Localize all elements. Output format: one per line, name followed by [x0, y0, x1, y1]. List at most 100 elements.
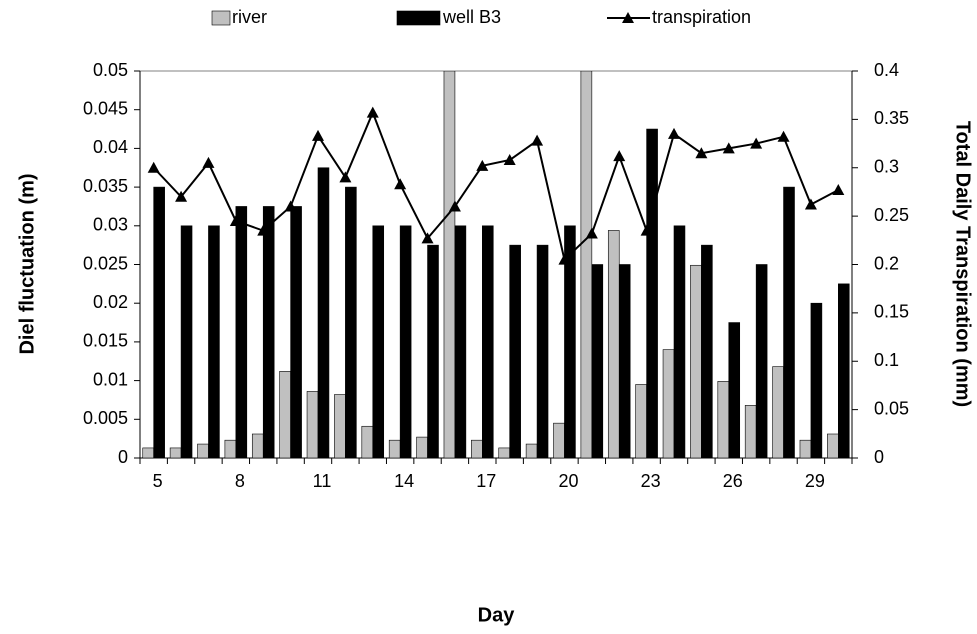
y-tick-label: 0.045: [83, 98, 128, 118]
line-marker: [750, 137, 763, 149]
y-tick-label: 0.03: [93, 215, 128, 235]
y2-tick-label: 0.05: [874, 398, 909, 418]
bar: [810, 302, 823, 458]
line-marker: [722, 142, 735, 154]
bar: [772, 366, 784, 458]
bar: [553, 422, 565, 458]
line-marker: [229, 214, 242, 226]
legend-label: transpiration: [652, 7, 751, 27]
bar: [235, 206, 248, 458]
bar: [197, 443, 209, 458]
bar: [142, 447, 154, 458]
x-tick-label: 26: [723, 471, 743, 491]
line-marker: [558, 253, 571, 265]
y-tick-label: 0.01: [93, 369, 128, 389]
bar: [416, 436, 428, 458]
line-marker: [777, 130, 790, 142]
bar: [827, 433, 839, 458]
x-tick-label: 14: [394, 471, 414, 491]
bar: [580, 71, 593, 458]
bar: [317, 167, 330, 458]
y-tick-label: 0.04: [93, 137, 128, 157]
bar: [251, 433, 264, 458]
line-marker: [147, 161, 160, 173]
line-marker: [832, 184, 845, 196]
bar: [838, 283, 850, 458]
x-axis-title: Day: [478, 604, 516, 626]
y-tick-label: 0.015: [83, 331, 128, 351]
bar: [717, 381, 730, 458]
y2-tick-label: 0.2: [874, 253, 899, 273]
y2-tick-label: 0.1: [874, 350, 899, 370]
bar: [454, 225, 467, 458]
y2-tick-label: 0.3: [874, 157, 899, 177]
x-tick-label: 29: [805, 471, 825, 491]
bar: [744, 405, 757, 458]
legend-label: well B3: [442, 7, 501, 27]
bar: [290, 206, 302, 458]
bar: [399, 225, 412, 458]
y2-tick-label: 0.35: [874, 108, 909, 128]
bar: [153, 186, 165, 458]
bar: [673, 225, 686, 458]
bar: [701, 244, 713, 458]
line-marker: [804, 198, 817, 210]
bar: [525, 443, 538, 458]
bar: [607, 230, 620, 458]
x-tick-label: 17: [476, 471, 496, 491]
x-tick-label: 8: [235, 471, 245, 491]
line-marker: [695, 147, 708, 159]
bar: [498, 447, 510, 458]
bar: [564, 225, 576, 458]
y-tick-label: 0.005: [83, 408, 128, 428]
bar: [635, 384, 647, 458]
line-marker: [503, 154, 516, 166]
bar: [728, 322, 741, 458]
line-marker: [175, 190, 188, 202]
line-marker: [202, 156, 215, 168]
y2-tick-label: 0.4: [874, 60, 899, 80]
bar: [345, 186, 357, 458]
bar: [361, 425, 374, 458]
line-marker: [476, 159, 489, 171]
line-marker: [531, 134, 544, 146]
y-tick-label: 0.035: [83, 176, 128, 196]
bar: [509, 244, 521, 458]
bar: [591, 264, 604, 458]
bar: [690, 264, 702, 458]
x-tick-label: 5: [153, 471, 163, 491]
y2-tick-label: 0: [874, 447, 884, 467]
y-tick-label: 0.025: [83, 253, 128, 273]
line-marker: [448, 200, 461, 212]
line-marker: [366, 106, 379, 118]
line-marker: [421, 232, 434, 244]
bar: [224, 439, 237, 458]
y2-axis-title: Total Daily Transpiration (mm): [952, 121, 974, 407]
bar: [471, 439, 483, 458]
line-marker: [613, 150, 626, 162]
bar: [443, 71, 456, 458]
bar: [662, 349, 675, 458]
legend-swatch: [211, 10, 231, 26]
bar: [799, 439, 812, 458]
bar: [755, 264, 768, 458]
bar: [262, 206, 275, 458]
y-axis-title: Diel fluctuation (m): [16, 173, 38, 354]
bar: [427, 244, 439, 458]
x-tick-label: 23: [641, 471, 661, 491]
bar: [372, 225, 385, 458]
y-tick-label: 0.02: [93, 292, 128, 312]
line: [152, 109, 839, 262]
line-marker: [394, 178, 407, 190]
line-marker: [284, 200, 297, 212]
bar: [646, 128, 658, 458]
legend-marker: [622, 12, 634, 23]
y-tick-label: 0: [118, 447, 128, 467]
bar: [180, 225, 193, 458]
bar: [618, 264, 631, 458]
line-marker: [640, 224, 653, 236]
bar: [482, 225, 494, 458]
line-marker: [585, 227, 598, 239]
